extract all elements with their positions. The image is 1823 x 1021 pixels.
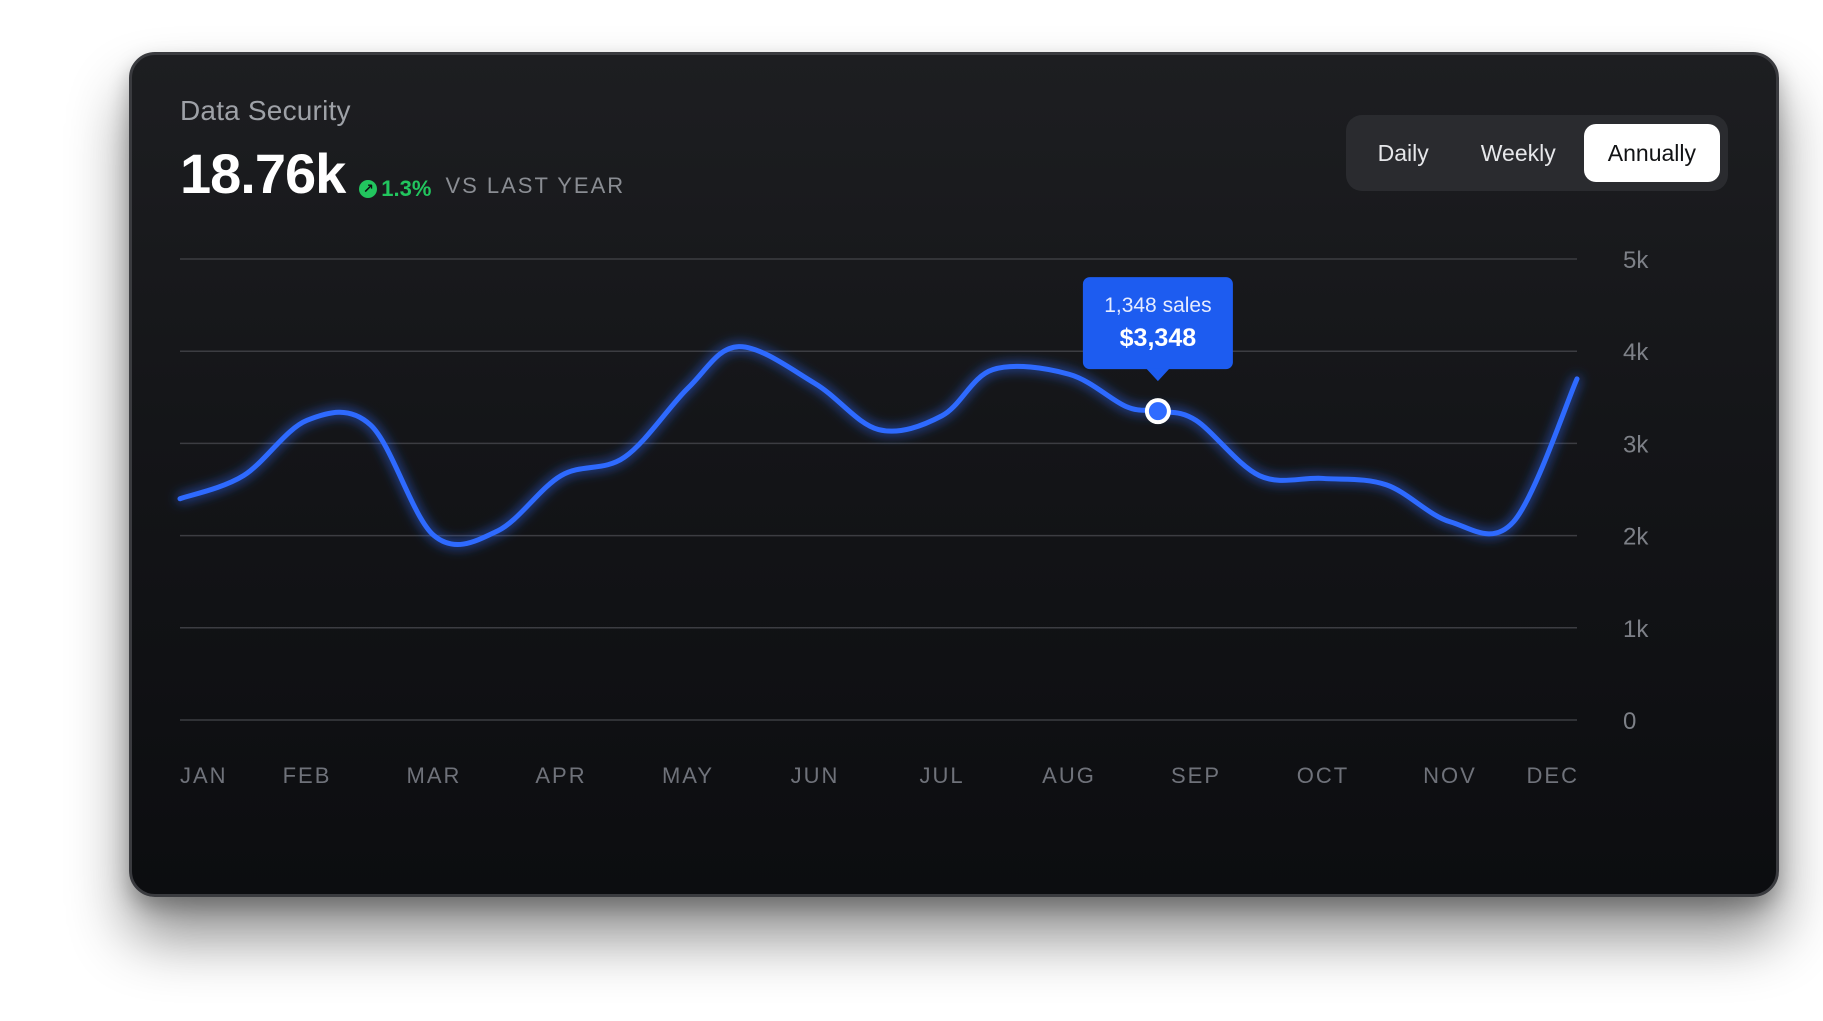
arrow-up-right-icon: ↗ bbox=[359, 179, 378, 198]
x-tick-label: JAN bbox=[180, 763, 228, 788]
sales-series-line bbox=[177, 344, 1580, 547]
period-selector: Daily Weekly Annually bbox=[1345, 115, 1728, 191]
tooltip: 1,348 sales $3,348 bbox=[1082, 277, 1233, 382]
total-metric: 18.76k bbox=[180, 142, 346, 205]
change-value: 1.3% bbox=[381, 175, 432, 201]
highlight-point[interactable] bbox=[1144, 398, 1171, 425]
y-tick-label: 2k bbox=[1623, 524, 1649, 551]
y-tick-label: 3k bbox=[1623, 431, 1649, 458]
x-tick-label: MAY bbox=[662, 763, 714, 788]
x-tick-label: FEB bbox=[283, 763, 332, 788]
metric-row: 18.76k ↗ 1.3% VS LAST YEAR bbox=[180, 141, 625, 206]
y-tick-label: 5k bbox=[1623, 247, 1649, 274]
x-tick-label: JUN bbox=[791, 763, 840, 788]
x-tick-label: MAR bbox=[407, 763, 462, 788]
y-tick-label: 4k bbox=[1623, 339, 1649, 366]
period-annually-button[interactable]: Annually bbox=[1583, 124, 1720, 182]
x-tick-label: OCT bbox=[1297, 763, 1349, 788]
y-tick-label: 0 bbox=[1623, 708, 1636, 735]
period-daily-button[interactable]: Daily bbox=[1377, 139, 1429, 166]
y-tick-label: 1k bbox=[1623, 616, 1649, 643]
tooltip-sales: 1,348 sales bbox=[1104, 294, 1211, 317]
comparison-label: VS LAST YEAR bbox=[445, 173, 626, 198]
x-tick-label: DEC bbox=[1527, 763, 1579, 788]
tooltip-box bbox=[1082, 277, 1233, 370]
x-tick-label: APR bbox=[535, 763, 586, 788]
tooltip-value: $3,348 bbox=[1120, 324, 1197, 352]
period-weekly-button[interactable]: Weekly bbox=[1480, 139, 1556, 166]
x-tick-label: JUL bbox=[919, 763, 964, 788]
tooltip-pointer bbox=[1145, 368, 1170, 382]
x-tick-label: NOV bbox=[1423, 763, 1477, 788]
card-title: Data Security bbox=[180, 95, 351, 126]
x-tick-label: SEP bbox=[1171, 763, 1221, 788]
sales-chart-card: Data Security 18.76k ↗ 1.3% VS LAST YEAR… bbox=[129, 52, 1779, 897]
x-tick-label: AUG bbox=[1042, 763, 1096, 788]
change-badge: ↗ 1.3% bbox=[359, 176, 431, 202]
sales-line-chart: 0 1k 2k 3k 4k 5k JAN FEB MAR APR MAY JUN JUL AUG SEP O… bbox=[177, 247, 1649, 788]
